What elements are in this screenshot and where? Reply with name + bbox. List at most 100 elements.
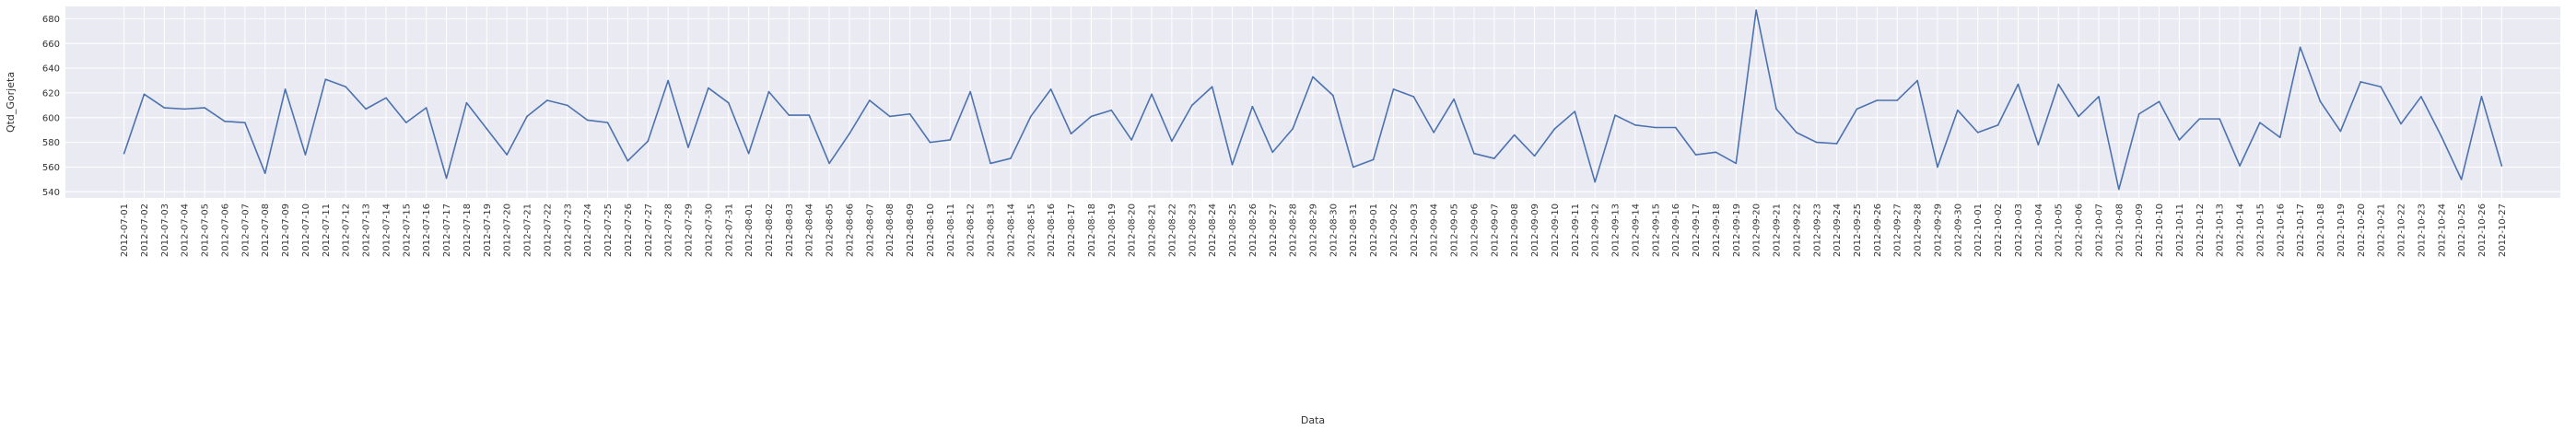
- data-point: [2400, 122, 2402, 125]
- data-point: [204, 107, 205, 109]
- x-tick-label: 2012-10-06: [2075, 203, 2085, 257]
- x-tick-label: 2012-08-24: [1208, 203, 1218, 257]
- data-point: [425, 107, 427, 109]
- data-point: [345, 86, 347, 88]
- x-tick-label: 2012-07-19: [483, 203, 493, 257]
- x-tick-label: 2012-09-28: [1914, 203, 1924, 257]
- x-tick-label: 2012-08-06: [845, 203, 855, 257]
- data-point: [1493, 157, 1495, 159]
- data-point: [324, 78, 327, 80]
- x-tick-label: 2012-09-13: [1611, 203, 1622, 257]
- x-tick-label: 2012-09-05: [1450, 203, 1460, 257]
- x-tick-label: 2012-09-30: [1953, 203, 1963, 257]
- x-tick-label: 2012-07-26: [624, 203, 634, 257]
- data-point: [2339, 130, 2342, 133]
- data-point: [1010, 157, 1012, 159]
- data-point: [263, 172, 266, 174]
- data-point: [1473, 152, 1475, 155]
- x-tick-label: 2012-08-28: [1289, 203, 1299, 257]
- x-tick-label: 2012-09-14: [1631, 203, 1641, 257]
- data-point: [1533, 155, 1536, 157]
- data-point: [2239, 165, 2241, 167]
- x-tick-label: 2012-10-23: [2417, 203, 2427, 257]
- x-tick-label: 2012-08-23: [1188, 203, 1198, 257]
- data-point: [2158, 100, 2160, 103]
- x-tick-label: 2012-09-23: [1812, 203, 1822, 257]
- data-point: [465, 101, 468, 104]
- data-point: [767, 90, 770, 93]
- x-tick-label: 2012-08-09: [906, 203, 916, 257]
- data-point: [1715, 151, 1717, 154]
- x-tick-label: 2012-09-01: [1369, 203, 1379, 257]
- data-point: [1372, 158, 1375, 161]
- x-tick-label: 2012-09-16: [1671, 203, 1681, 257]
- data-point: [163, 107, 166, 109]
- x-tick-label: 2012-08-08: [885, 203, 896, 257]
- data-point: [1796, 132, 1797, 134]
- data-point: [405, 122, 407, 123]
- x-tick-label: 2012-09-08: [1510, 203, 1520, 257]
- x-tick-label: 2012-09-15: [1651, 203, 1661, 257]
- y-axis-label: Qtd_Gorjeta: [5, 72, 17, 133]
- x-tick-label: 2012-07-07: [240, 203, 251, 257]
- data-point: [667, 79, 669, 82]
- x-tick-label: 2012-07-08: [261, 203, 271, 257]
- x-tick-label: 2012-10-26: [2477, 203, 2488, 257]
- data-point: [506, 154, 508, 156]
- data-point: [1694, 154, 1697, 156]
- x-tick-label: 2012-07-31: [724, 203, 734, 257]
- data-point: [2500, 165, 2503, 167]
- x-tick-label: 2012-10-16: [2276, 203, 2286, 257]
- data-point: [2319, 100, 2322, 103]
- x-tick-label: 2012-09-11: [1571, 203, 1581, 257]
- x-tick-label: 2012-10-14: [2236, 203, 2246, 257]
- x-tick-label: 2012-08-11: [946, 203, 956, 257]
- data-point: [1151, 93, 1153, 96]
- data-point: [486, 128, 488, 130]
- x-tick-label: 2012-08-30: [1329, 203, 1339, 257]
- data-point: [2078, 115, 2079, 118]
- y-tick-labels: 540 560 580 600 620 640 660 680: [42, 15, 60, 198]
- data-point: [1775, 108, 1777, 110]
- x-tick-label: 2012-10-24: [2437, 203, 2447, 257]
- y-tick-label: 580: [42, 138, 60, 148]
- data-point: [1130, 139, 1132, 141]
- x-tick-label: 2012-10-03: [2014, 203, 2024, 257]
- data-point: [1916, 79, 1918, 82]
- x-tick-label: 2012-08-16: [1047, 203, 1057, 257]
- data-point: [828, 162, 830, 165]
- data-point: [849, 133, 850, 135]
- data-point: [808, 114, 811, 116]
- x-tick-label: 2012-10-05: [2055, 203, 2065, 257]
- data-point: [1453, 98, 1455, 100]
- data-point: [606, 122, 609, 123]
- data-point: [2198, 118, 2201, 120]
- data-point: [727, 101, 730, 104]
- data-point: [1835, 143, 1838, 145]
- x-tick-label: 2012-09-24: [1832, 203, 1843, 257]
- x-tick-label: 2012-08-25: [1228, 203, 1238, 257]
- x-tick-label: 2012-07-13: [362, 203, 372, 257]
- x-tick-label: 2012-08-14: [1006, 203, 1016, 257]
- data-point: [2037, 144, 2040, 146]
- y-tick-label: 680: [42, 15, 60, 25]
- data-point: [1976, 132, 1979, 134]
- x-tick-label: 2012-09-18: [1712, 203, 1722, 257]
- x-tick-label: 2012-08-27: [1269, 203, 1279, 257]
- data-point: [586, 119, 589, 122]
- y-tick-label: 640: [42, 64, 60, 75]
- x-tick-label: 2012-08-17: [1067, 203, 1077, 257]
- x-tick-label: 2012-10-21: [2377, 203, 2387, 257]
- x-tick-label: 2012-07-05: [201, 203, 211, 257]
- x-tick-label: 2012-08-26: [1248, 203, 1259, 257]
- data-point: [304, 154, 307, 156]
- y-tick-label: 540: [42, 188, 60, 198]
- x-tick-label: 2012-10-15: [2255, 203, 2266, 257]
- data-point: [1392, 88, 1395, 90]
- data-point: [1231, 163, 1234, 166]
- x-tick-label: 2012-10-22: [2397, 203, 2407, 257]
- x-tick-label: 2012-08-02: [765, 203, 775, 257]
- x-tick-label: 2012-08-10: [926, 203, 936, 257]
- x-tick-label: 2012-08-21: [1148, 203, 1158, 257]
- data-point: [1674, 126, 1677, 129]
